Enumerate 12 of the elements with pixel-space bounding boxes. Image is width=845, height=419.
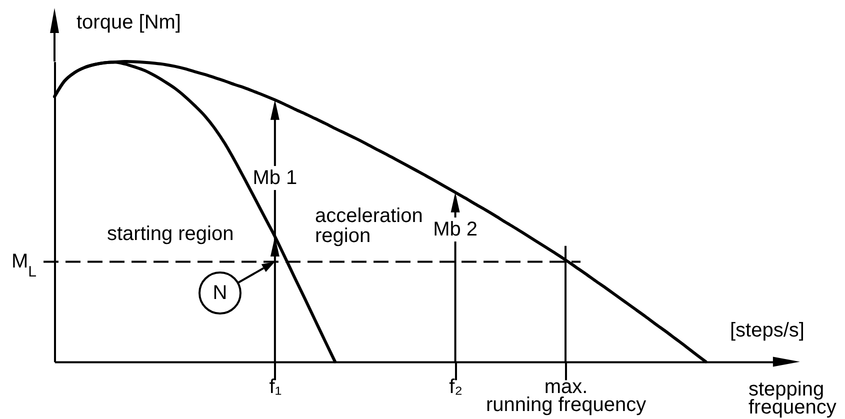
- x-tick-label: max. running frequency: [486, 376, 646, 416]
- annotation: Mb 1: [252, 167, 298, 189]
- annotation: acceleration region: [315, 205, 423, 247]
- x-tick-label: f₁: [269, 376, 282, 398]
- annotation: [steps/s]: [730, 320, 804, 342]
- ref-line-label: M$_{L}$: [11, 250, 36, 280]
- annotation: N: [212, 282, 228, 304]
- x-tick-label: f₂: [449, 376, 462, 398]
- annotation: starting region: [107, 223, 234, 245]
- annotation: Mb 2: [433, 218, 478, 240]
- y-axis-title: torque [Nm]: [76, 12, 181, 34]
- x-axis-title: stepping frequency: [748, 378, 836, 418]
